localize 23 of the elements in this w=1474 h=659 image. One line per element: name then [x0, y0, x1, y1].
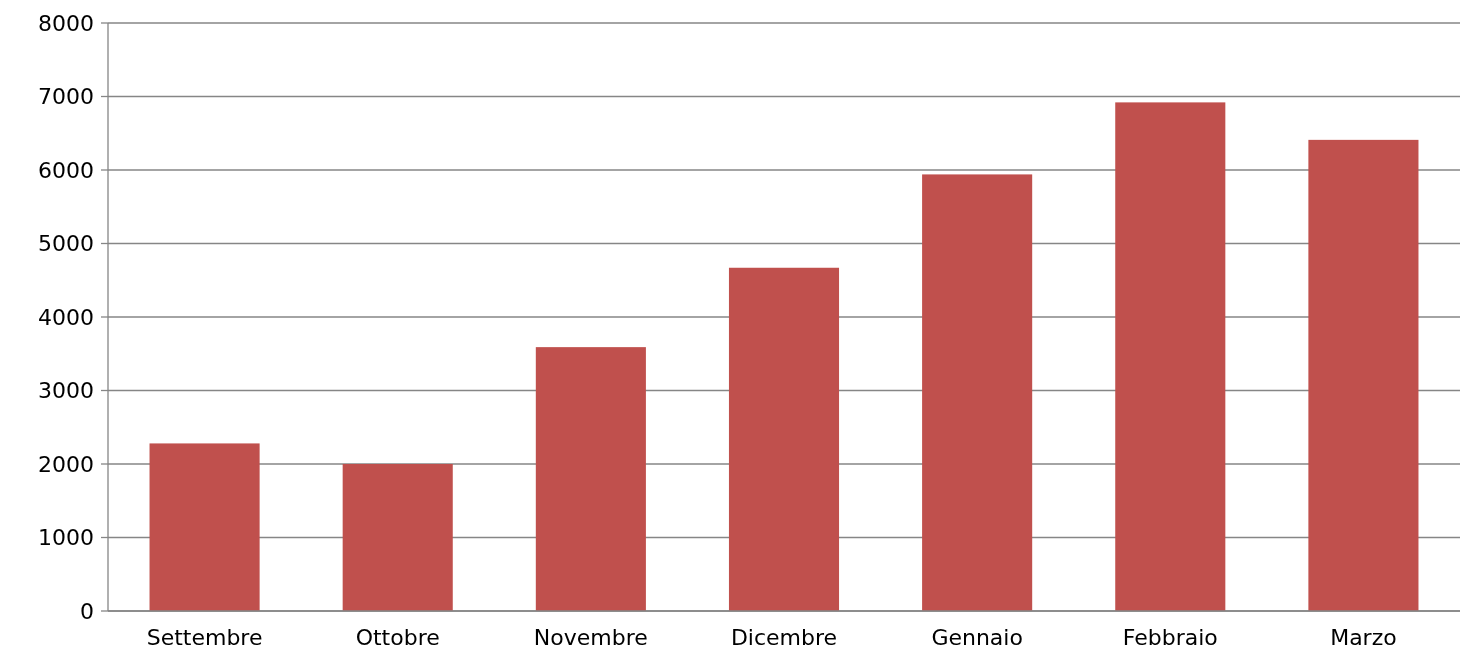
y-tick-label: 7000 — [38, 84, 94, 110]
x-tick-label: Dicembre — [730, 625, 838, 650]
x-tick-label: Novembre — [533, 625, 648, 650]
y-tick-label: 8000 — [38, 10, 94, 36]
bar — [728, 267, 840, 611]
bar — [922, 174, 1033, 611]
x-tick-label: Ottobre — [355, 625, 440, 650]
bar — [342, 464, 453, 611]
y-tick-label: 0 — [80, 598, 94, 624]
y-tick-label: 6000 — [38, 157, 94, 183]
bar — [149, 443, 260, 611]
x-tick-label: Gennaio — [931, 625, 1023, 650]
y-tick-label: 3000 — [38, 378, 94, 404]
bar — [1115, 102, 1226, 611]
y-tick-label: 5000 — [38, 231, 94, 257]
x-tick-label: Febbraio — [1122, 625, 1218, 650]
bar — [535, 347, 646, 611]
bar — [1308, 139, 1419, 611]
y-tick-label: 2000 — [38, 451, 94, 477]
x-tick-label: Marzo — [1330, 625, 1397, 650]
y-tick-label: 1000 — [38, 525, 94, 551]
y-tick-label: 4000 — [38, 304, 94, 330]
x-tick-label: Settembre — [146, 625, 263, 650]
